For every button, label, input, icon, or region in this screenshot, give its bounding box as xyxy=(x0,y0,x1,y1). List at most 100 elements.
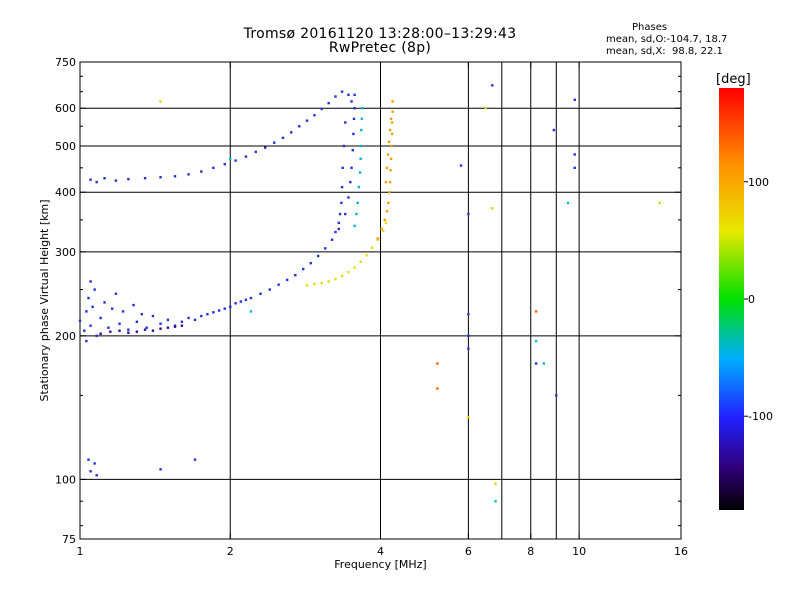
data-point xyxy=(347,270,350,274)
data-point xyxy=(350,166,353,170)
data-point xyxy=(390,144,393,148)
data-point xyxy=(658,201,661,205)
data-point xyxy=(89,470,92,473)
data-point xyxy=(239,300,243,303)
data-point xyxy=(305,284,309,287)
data-point xyxy=(388,180,392,184)
x-tick-label: 16 xyxy=(674,545,688,558)
phases-heading: Phases xyxy=(632,22,668,33)
colorbar-tick-label: -100 xyxy=(748,410,773,423)
data-point xyxy=(353,107,356,110)
data-point xyxy=(436,387,439,390)
data-point xyxy=(114,179,118,182)
colorbar-tick-label: 0 xyxy=(748,293,755,306)
data-point xyxy=(352,132,355,136)
colorbar xyxy=(719,88,744,510)
data-point xyxy=(555,394,558,397)
data-point xyxy=(340,274,344,278)
data-point xyxy=(338,212,342,216)
data-point xyxy=(294,273,297,277)
x-tick-label: 2 xyxy=(227,545,234,558)
y-tick-label: 400 xyxy=(55,186,76,199)
y-tick-label: 100 xyxy=(55,473,76,486)
data-point xyxy=(340,90,344,93)
data-point xyxy=(103,301,106,304)
data-point xyxy=(340,185,344,189)
data-point xyxy=(85,310,88,313)
data-point xyxy=(132,303,135,307)
data-point xyxy=(166,326,170,329)
data-point xyxy=(107,326,110,329)
data-point xyxy=(467,212,470,216)
data-point xyxy=(391,100,394,103)
data-point xyxy=(244,298,248,301)
data-point xyxy=(467,347,470,350)
data-point xyxy=(254,150,257,154)
data-point xyxy=(376,238,379,241)
data-point xyxy=(127,177,130,181)
x-tick-label: 6 xyxy=(465,545,472,558)
data-point xyxy=(327,280,330,283)
data-point xyxy=(353,266,356,269)
data-point xyxy=(494,500,497,503)
data-point xyxy=(159,322,162,325)
data-point xyxy=(349,180,352,184)
data-point xyxy=(360,128,363,132)
data-point xyxy=(285,278,289,282)
data-point xyxy=(200,314,203,318)
y-tick-label: 200 xyxy=(55,330,76,343)
data-point xyxy=(89,280,92,283)
data-point xyxy=(110,307,114,310)
grid xyxy=(80,62,681,539)
data-point xyxy=(217,309,221,312)
data-point xyxy=(229,157,232,161)
data-point xyxy=(385,209,389,213)
data-point xyxy=(118,322,121,325)
data-point xyxy=(151,329,155,332)
data-point xyxy=(359,157,362,161)
data-point xyxy=(143,328,147,331)
data-point xyxy=(534,339,538,343)
data-point xyxy=(358,171,362,174)
data-point xyxy=(386,153,390,156)
data-point xyxy=(347,93,350,97)
data-point xyxy=(356,201,359,205)
data-point xyxy=(159,100,162,103)
data-point xyxy=(114,292,118,295)
data-point xyxy=(327,101,330,105)
data-point xyxy=(347,196,350,199)
data-point xyxy=(573,98,576,101)
data-point xyxy=(467,334,470,338)
data-point xyxy=(534,310,538,313)
data-point xyxy=(159,176,162,179)
data-point xyxy=(212,166,215,170)
data-point xyxy=(360,117,364,121)
data-point xyxy=(212,311,215,314)
data-point xyxy=(353,93,356,97)
data-point xyxy=(180,324,184,327)
data-point xyxy=(360,144,363,148)
data-point xyxy=(249,310,253,313)
data-point xyxy=(334,95,337,98)
phases-x-stats: mean, sd,X: 98.8, 22.1 xyxy=(606,46,723,57)
data-point xyxy=(359,260,362,263)
data-point xyxy=(151,314,155,318)
data-point xyxy=(127,331,130,334)
data-point xyxy=(85,339,88,343)
data-point xyxy=(206,312,209,316)
y-tick-label: 500 xyxy=(55,140,76,153)
y-tick-label: 600 xyxy=(55,102,76,115)
data-point xyxy=(380,227,383,231)
data-point xyxy=(344,121,347,124)
data-point xyxy=(135,330,139,333)
data-point xyxy=(467,312,470,316)
data-point xyxy=(334,277,337,281)
data-point xyxy=(109,330,112,333)
data-point xyxy=(95,180,98,184)
data-point xyxy=(166,318,170,322)
chart-title: Tromsø 20161120 13:28:00–13:29:43 xyxy=(243,26,517,42)
data-point xyxy=(494,482,497,485)
data-point xyxy=(341,166,344,170)
data-point xyxy=(324,247,327,250)
data-point xyxy=(387,140,391,144)
